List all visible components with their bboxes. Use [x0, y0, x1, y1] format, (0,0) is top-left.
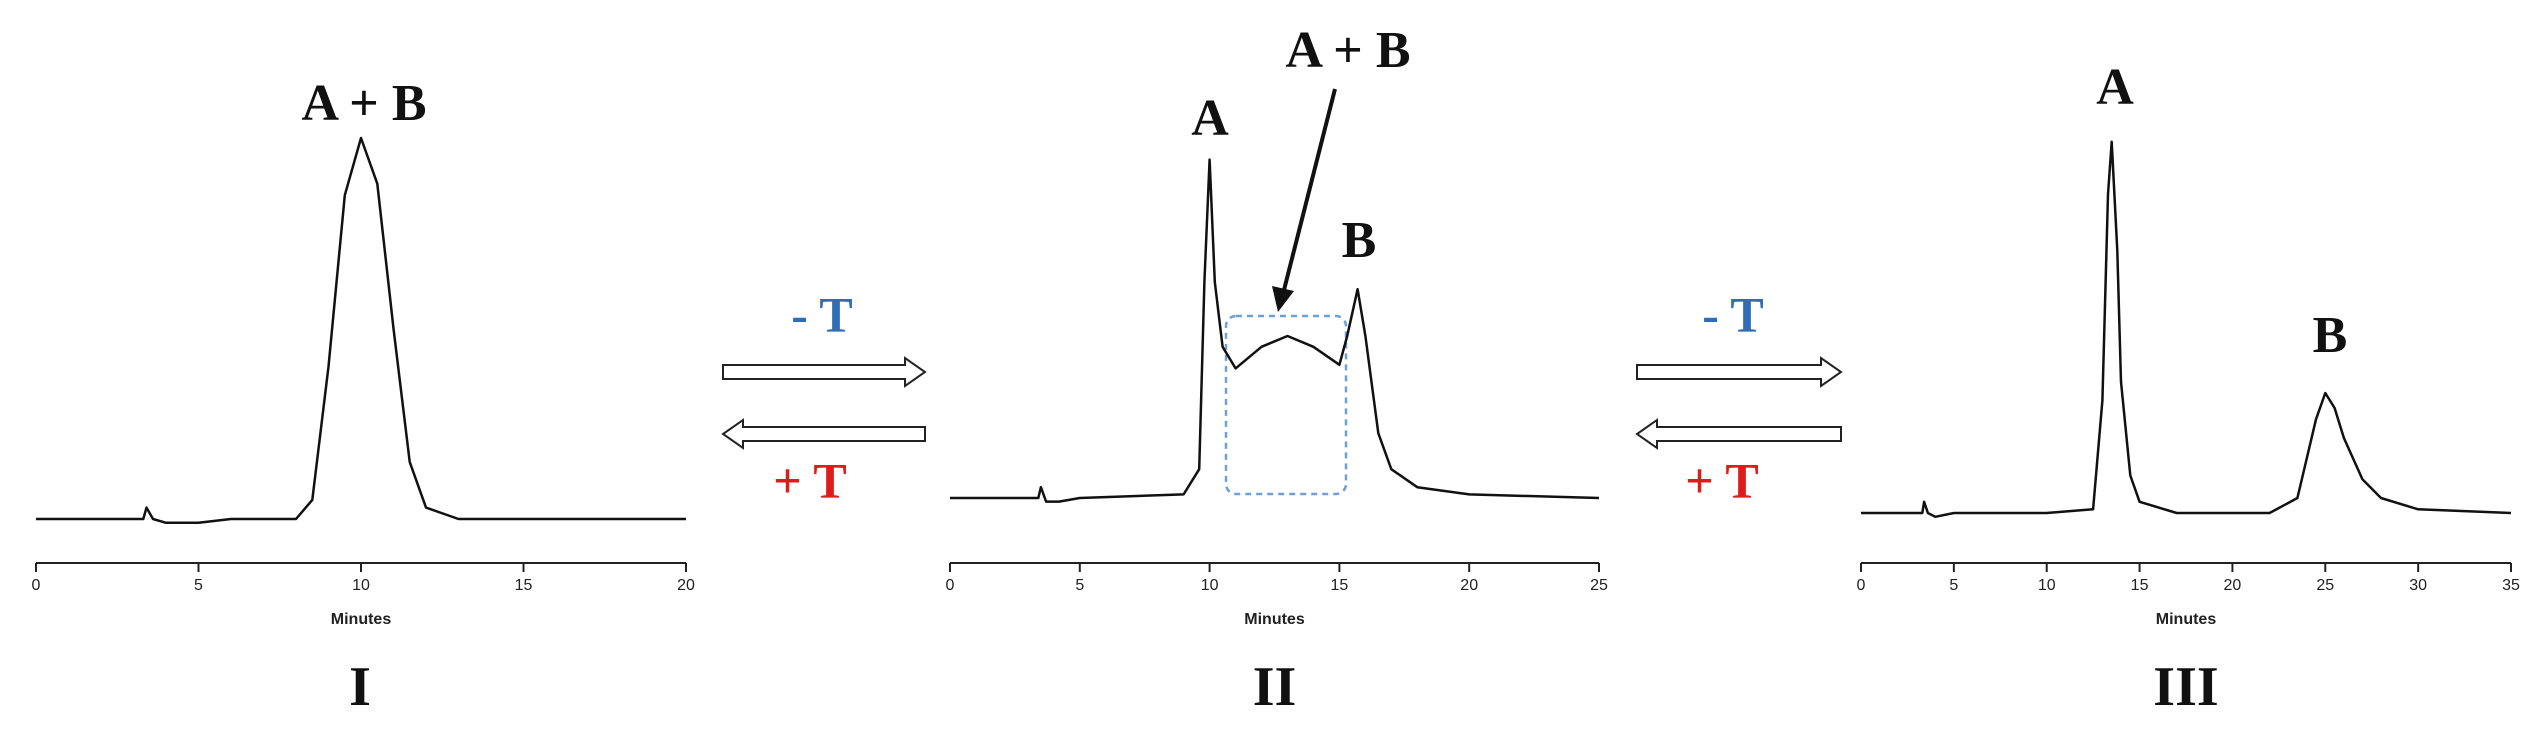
chromatogram-trace: [950, 158, 1600, 503]
x-tick-label: 20: [2224, 577, 2242, 594]
backward-label: + T: [1685, 452, 1758, 508]
x-tick-label: 0: [32, 577, 41, 594]
peak-label: B: [1342, 212, 1377, 269]
backward-arrow: [1635, 418, 1842, 450]
x-tick-label: 0: [946, 577, 955, 594]
peak-label: A: [2096, 59, 2134, 116]
x-tick-label: 35: [2502, 577, 2520, 594]
panel-label: III: [2153, 656, 2218, 718]
x-tick-label: 0: [1857, 577, 1866, 594]
peak-label: A + B: [302, 75, 427, 132]
x-tick-label: 5: [1075, 577, 1084, 594]
x-tick-label: 5: [1949, 577, 1958, 594]
backward-arrow: [721, 418, 926, 450]
pointer-arrow: [1282, 88, 1337, 291]
panel-label: I: [349, 656, 371, 718]
x-tick-label: 15: [2131, 577, 2149, 594]
pointer-arrowhead: [1272, 286, 1294, 312]
x-tick-label: 10: [1201, 577, 1219, 594]
x-axis-label: Minutes: [331, 611, 392, 628]
peak-label: A + B: [1286, 22, 1411, 79]
x-tick-label: 10: [352, 577, 370, 594]
x-tick-label: 30: [2409, 577, 2427, 594]
backward-label: + T: [773, 452, 846, 508]
highlight-box: [1224, 314, 1348, 496]
panel-label: II: [1253, 656, 1297, 718]
forward-arrow: [722, 356, 927, 388]
peak-label: B: [2313, 307, 2348, 364]
x-axis-label: Minutes: [2156, 611, 2217, 628]
chromatogram-trace: [36, 136, 686, 525]
forward-arrow: [1636, 356, 1843, 388]
x-tick-label: 10: [2038, 577, 2056, 594]
peak-label: A: [1191, 90, 1229, 147]
transition-arrows: [721, 356, 1843, 450]
forward-label: - T: [791, 286, 853, 342]
x-tick-label: 15: [515, 577, 533, 594]
x-tick-label: 5: [194, 577, 203, 594]
x-tick-label: 25: [2316, 577, 2334, 594]
chromatogram-trace: [1861, 140, 2512, 519]
x-tick-label: 15: [1331, 577, 1349, 594]
x-tick-label: 20: [677, 577, 695, 594]
forward-label: - T: [1702, 286, 1764, 342]
x-axis-label: Minutes: [1244, 611, 1305, 628]
x-tick-label: 25: [1590, 577, 1608, 594]
x-tick-label: 20: [1460, 577, 1478, 594]
